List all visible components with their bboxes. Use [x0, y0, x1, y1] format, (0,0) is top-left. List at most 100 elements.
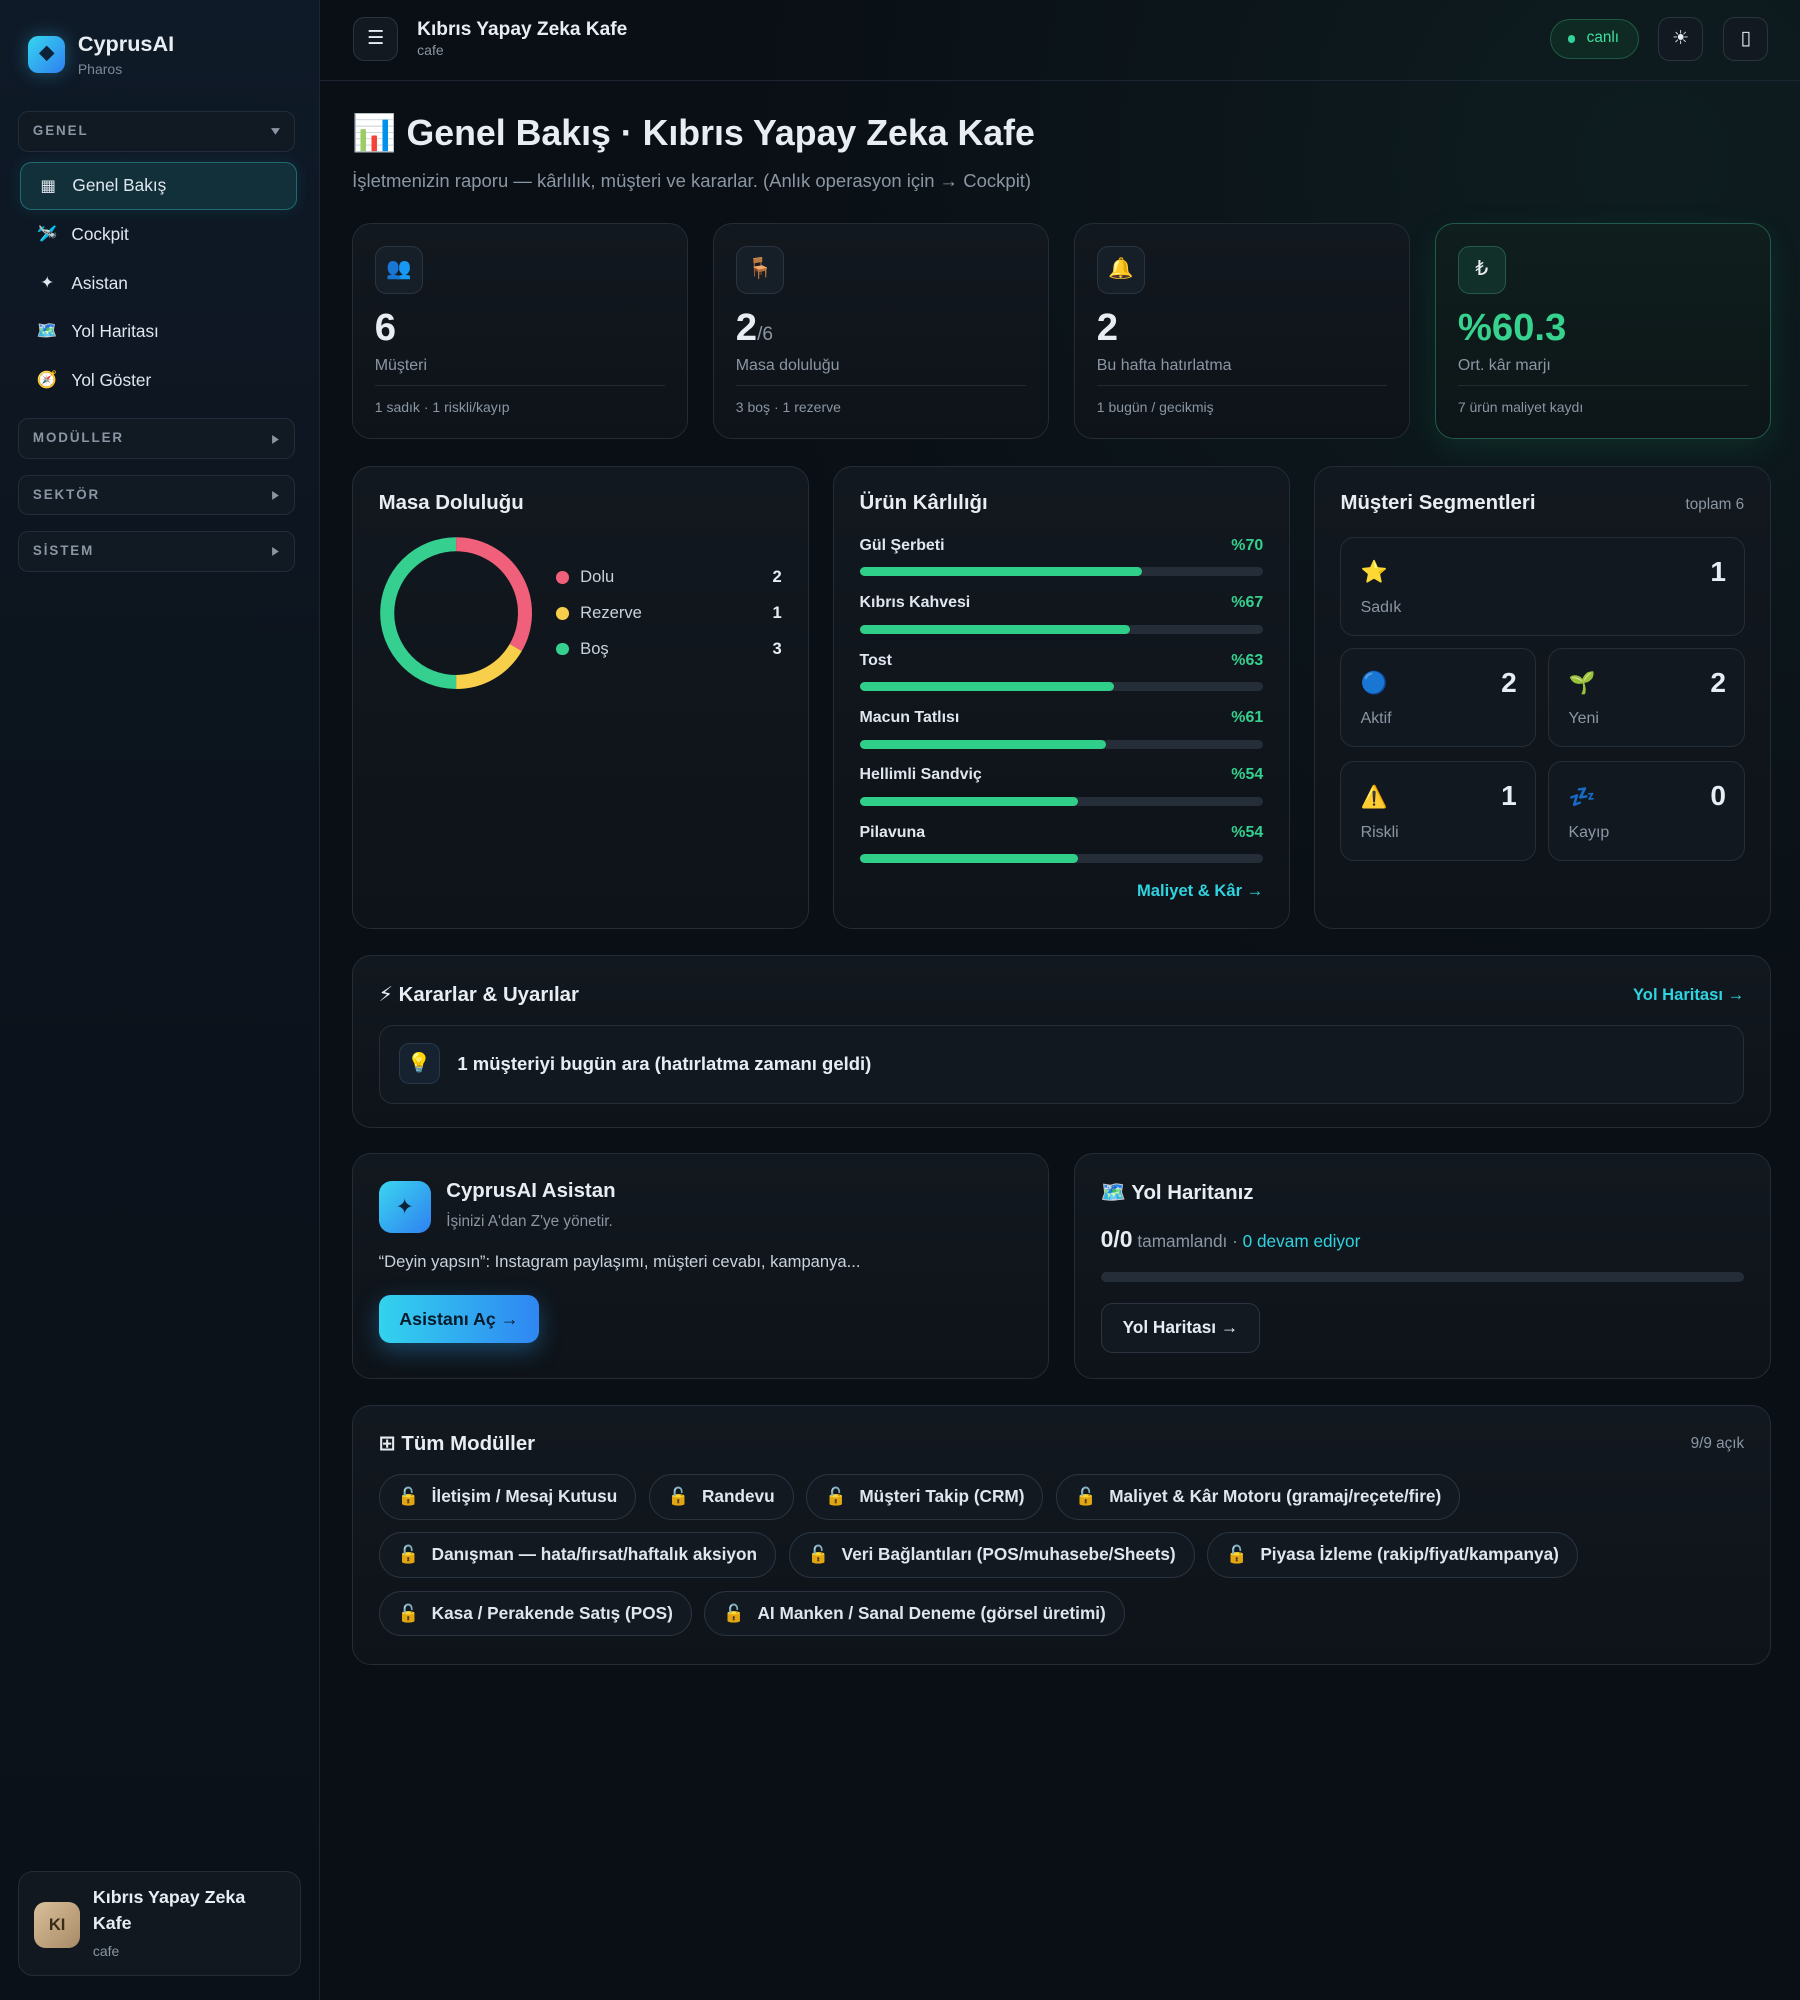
arrow-shape [271, 434, 279, 444]
product-margin: %61 [1231, 709, 1264, 726]
module-chip[interactable]: 🔓 AI Manken / Sanal Deneme (görsel üretim… [704, 1590, 1125, 1637]
kpi-divider [374, 384, 665, 386]
status-text: canlı [1586, 29, 1619, 47]
module-chip[interactable]: 🔓 Müşteri Takip (CRM) [806, 1474, 1044, 1521]
legend-label: Dolu [580, 567, 615, 587]
lock-icon: 🔓 [723, 1602, 745, 1623]
segment-name: Riskli [1360, 823, 1399, 841]
card-title: Masa Doluluğu [378, 492, 524, 515]
brand-name: CyprusAI [77, 30, 175, 56]
nav-section[interactable]: SEKTÖR [17, 474, 295, 516]
roadmap-link[interactable]: Yol Haritası → [1632, 984, 1745, 1004]
lock-icon: 🔓 [1226, 1544, 1248, 1565]
module-chip[interactable]: 🔓 İletişim / Mesaj Kutusu [378, 1474, 637, 1521]
module-chip[interactable]: 🔓 Kasa / Perakende Satış (POS) [378, 1590, 692, 1637]
segment-box: 💤 0 Kayıp [1548, 761, 1745, 861]
segment-value: 1 [1710, 555, 1726, 587]
menu-button[interactable]: ☰ [353, 16, 398, 62]
kpi-value: 6 [375, 306, 396, 350]
margin-track [859, 739, 1264, 749]
nav-section[interactable]: GENEL [17, 110, 295, 152]
kpi-card: ₺ %60.3 Ort. kâr marjı 7 ürün maliyet kaydı [1435, 223, 1771, 439]
kpi-number: 2 [1096, 305, 1119, 349]
theme-button[interactable]: ☀ [1658, 16, 1704, 62]
nav-section[interactable]: SİSTEM [17, 530, 295, 572]
occupancy-card: Masa Doluluğu Dolu 2 Rezerve 1 Boş 3 [352, 465, 809, 929]
legend-swatch [555, 571, 569, 584]
section-arrow [271, 546, 279, 556]
kpi-icon: ₺ [1457, 245, 1506, 294]
module-row: 🔓 İletişim / Mesaj Kutusu 🔓 Randevu 🔓 Müşteri… [378, 1474, 1461, 1521]
module-row: 🔓 Kasa / Perakende Satış (POS) 🔓 AI Manken … [378, 1590, 1125, 1637]
nav-label: Asistan [71, 272, 128, 293]
kpi-card: 🔔 2 Bu hafta hatırlatma 1 bugün / gecikmiş [1074, 223, 1410, 439]
status-pill: canlı [1549, 19, 1640, 59]
kpi-value: 2/6 [736, 306, 773, 350]
device-button[interactable]: ▯ [1723, 16, 1769, 62]
lock-icon: 🔓 [667, 1486, 690, 1507]
title-icon: ⊞ [378, 1433, 396, 1456]
nav-icon: ▦ [40, 176, 57, 195]
donut-chart [380, 537, 533, 690]
product-name: Pilavuna [859, 823, 926, 841]
product-name: Kıbrıs Kahvesi [859, 594, 971, 612]
margin-bar [859, 682, 1114, 692]
kpi-label: Müşteri [374, 356, 427, 374]
account-type: cafe [92, 1942, 120, 1959]
product-name: Hellimli Sandviç [859, 766, 982, 784]
nav-icon: 🛩️ [36, 224, 58, 244]
nav-item[interactable]: 🛩️ Cockpit [20, 210, 297, 258]
nav-label: Cockpit [71, 224, 129, 245]
margin-track [859, 567, 1264, 577]
module-row: 🔓 Danışman — hata/fırsat/haftalık aksiyon… [378, 1532, 1578, 1579]
module-chip[interactable]: 🔓 Piyasa İzleme (rakip/fiyat/kampanya) [1207, 1532, 1578, 1579]
section-title: SEKTÖR [32, 486, 101, 502]
nav-item[interactable]: ✦ Asistan [20, 259, 297, 307]
legend-label: Boş [580, 638, 609, 658]
account-card[interactable]: KI Kıbrıs Yapay Zeka Kafe cafe [17, 1871, 302, 1977]
assistant-subtitle: İşinizi A'dan Z'ye yönetir. [446, 1212, 613, 1230]
product-name: Tost [859, 651, 892, 669]
nav-section[interactable]: MODÜLLER [17, 418, 295, 460]
module-name: Veri Bağlantıları (POS/muhasebe/Sheets) [841, 1544, 1176, 1565]
margin-track [859, 854, 1264, 864]
arrow-shape [271, 546, 279, 556]
lock-icon: 🔓 [397, 1486, 419, 1507]
modules-card: ⊞ Tüm Modüller 9/9 açık 🔓 İletişim / Mesa… [352, 1404, 1771, 1665]
logo [28, 35, 66, 73]
assistant-button[interactable]: Asistanı Aç → [378, 1294, 540, 1343]
roadmap-button[interactable]: Yol Haritası → [1100, 1303, 1261, 1354]
lock-icon: 🔓 [807, 1544, 829, 1565]
kpi-card: 🪑 2/6 Masa doluluğu 3 boş · 1 rezerve [713, 223, 1049, 439]
margin-track [859, 797, 1264, 806]
module-chip[interactable]: 🔓 Danışman — hata/fırsat/haftalık aksiyon [378, 1532, 776, 1579]
product-margin: %70 [1231, 536, 1264, 554]
page-title: 📊 Genel Bakış · Kıbrıs Yapay Zeka Kafe [352, 112, 1035, 154]
nav-item[interactable]: 🗺️ Yol Haritası [20, 307, 297, 355]
nav-label: Yol Haritası [71, 321, 159, 342]
avatar: KI [34, 1901, 81, 1948]
product-name: Macun Tatlısı [859, 709, 960, 726]
module-name: Kasa / Perakende Satış (POS) [431, 1602, 673, 1623]
decision-item: 💡 1 müşteriyi bugün ara (hatırlatma zaman… [378, 1025, 1745, 1104]
arrow-shape [270, 128, 280, 136]
card-title: Müşteri Segmentleri [1340, 492, 1536, 515]
kpi-value: %60.3 [1458, 306, 1567, 350]
nav-item[interactable]: ▦ Genel Bakış [20, 162, 298, 211]
section-title: SİSTEM [32, 542, 95, 558]
margin-track [859, 624, 1264, 634]
kpi-note: 1 sadık · 1 riskli/kayıp [374, 399, 510, 415]
segment-icon: 💤 [1568, 783, 1596, 809]
nav-icon: 🗺️ [36, 321, 58, 341]
module-chip[interactable]: 🔓 Randevu [648, 1474, 794, 1521]
margin-track [859, 682, 1264, 692]
module-chip[interactable]: 🔓 Maliyet & Kâr Motoru (gramaj/reçete/fir… [1056, 1474, 1461, 1521]
top-bar: ☰ Kıbrıs Yapay Zeka Kafe cafe canlı ☀ ▯ [320, 0, 1800, 82]
cost-link[interactable]: Maliyet & Kâr → [1136, 881, 1264, 901]
roadmap-track [1100, 1271, 1745, 1282]
section-arrow [271, 490, 279, 500]
nav-item[interactable]: 🧭 Yol Göster [20, 356, 297, 404]
module-chip[interactable]: 🔓 Veri Bağlantıları (POS/muhasebe/Sheets) [788, 1532, 1195, 1579]
